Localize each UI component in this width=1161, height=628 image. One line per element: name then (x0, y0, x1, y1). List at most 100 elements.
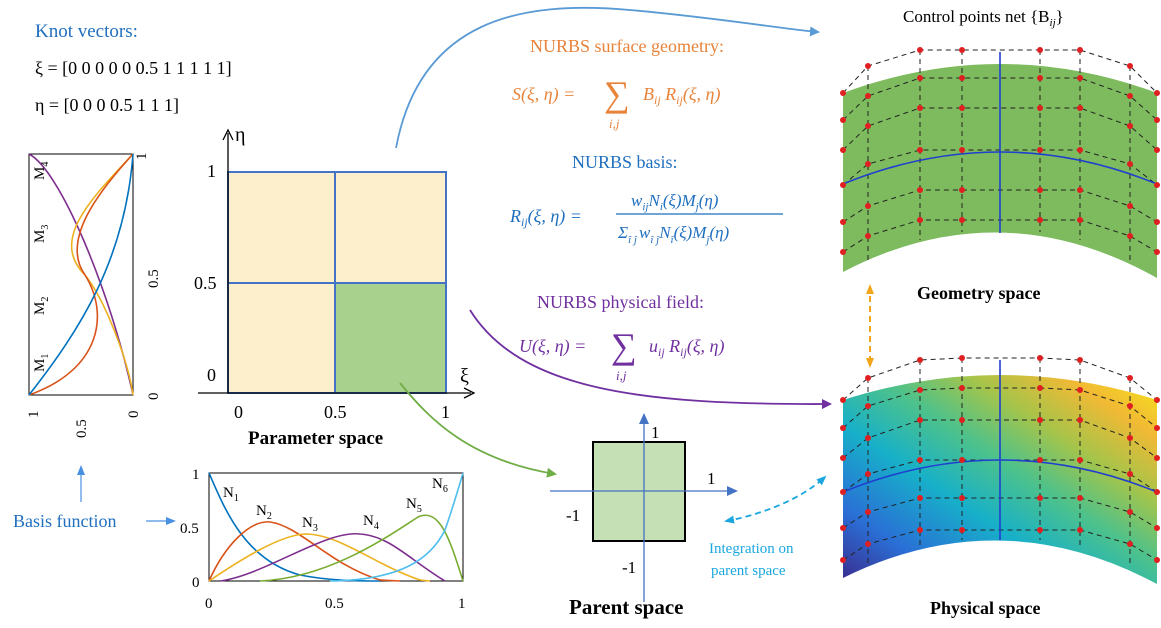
control-net-end: } (1056, 7, 1064, 26)
basis-den-m-sub: ĵ (704, 234, 710, 246)
h-y-tick-0: 0 (192, 575, 200, 591)
h-x-tick-05: 0.5 (325, 596, 344, 612)
parent-bottom-tick: -1 (622, 558, 636, 577)
svg-text:S(ξ, η) =: S(ξ, η) = (512, 84, 575, 105)
physical-r-sub: ij (680, 345, 687, 359)
v-right-tick-1: 1 (134, 153, 150, 161)
surface-r-sub: ij (676, 93, 683, 107)
n3-sub: 3 (313, 523, 318, 534)
svg-text:N4: N4 (363, 513, 379, 532)
physical-u: u (649, 336, 658, 356)
basis-den-w: w (639, 223, 651, 242)
m1-label: M (32, 359, 48, 372)
v-bottom-tick-05: 0.5 (74, 419, 90, 438)
basis-num-m: (ξ)M (663, 191, 697, 210)
v-bottom-tick-1: 1 (26, 411, 42, 419)
highlighted-element (335, 283, 446, 393)
geometry-space-shell (840, 47, 1160, 278)
svg-text:M4: M4 (32, 162, 51, 180)
v-right-tick-0: 0 (146, 393, 162, 401)
basis-title: NURBS basis: (572, 152, 678, 172)
v-bottom-tick-0: 0 (126, 411, 142, 419)
surface-b-sub: ij (654, 93, 661, 107)
basis-r-sub: ij (521, 215, 528, 229)
formula-surface: NURBS surface geometry: S(ξ, η) = ∑ i,j … (512, 36, 724, 131)
physical-lhs: U(ξ, η) = (519, 336, 586, 357)
svg-text:Bij Rij(ξ, η): Bij Rij(ξ, η) (643, 84, 720, 107)
parameter-space-label: Parameter space (248, 428, 383, 449)
physical-r: R (665, 336, 681, 356)
arrow-integration (724, 475, 827, 524)
svg-text:Control points net {Bij}: Control points net {Bij} (903, 7, 1064, 29)
control-net-sub: ij (1050, 17, 1056, 29)
knot-vectors-title: Knot vectors: (35, 21, 138, 42)
basis-den-m: (ξ)M (674, 223, 708, 242)
physical-args: (ξ, η) (687, 336, 725, 357)
m4-sub: 4 (40, 162, 51, 167)
surface-title: NURBS surface geometry: (530, 36, 724, 56)
ps-x-tick-1: 1 (441, 402, 450, 422)
integration-label-2: parent space (711, 563, 786, 579)
control-net-label: Control points net {B (903, 7, 1050, 26)
ps-y-tick-1: 1 (207, 161, 216, 181)
h-y-tick-05: 0.5 (180, 521, 199, 537)
physical-u-sub: ij (658, 345, 665, 359)
svg-text:U(ξ, η) =: U(ξ, η) = (519, 336, 586, 357)
n1-sub: 1 (234, 493, 239, 504)
n5-label: N (406, 496, 417, 512)
surface-lhs: S(ξ, η) = (512, 84, 575, 105)
xi-axis-label: ξ (460, 365, 469, 387)
h-y-tick-1: 1 (192, 467, 200, 483)
m2-label: M (32, 302, 48, 315)
svg-text:N6: N6 (432, 476, 448, 495)
n1-label: N (223, 485, 234, 501)
surface-sum-sub: i,j (609, 116, 620, 131)
vertical-basis-plot: M4 M3 M2 M1 1 0.5 0 1 0.5 0 (26, 153, 162, 439)
knot-vector-xi: ξ = [0 0 0 0 0 0.5 1 1 1 1 1] (35, 58, 232, 78)
surface-b: B (643, 84, 654, 104)
physical-title: NURBS physical field: (537, 292, 704, 312)
svg-text:M2: M2 (32, 297, 51, 315)
n4-sub: 4 (374, 521, 379, 532)
basis-num-end: (η) (699, 191, 719, 210)
basis-num-w-sub: ij (642, 201, 648, 213)
parent-space-label: Parent space (569, 595, 684, 619)
svg-text:N3: N3 (302, 515, 318, 534)
basis-num-n-sub: i (660, 201, 663, 213)
ps-x-tick-0: 0 (234, 402, 243, 422)
arrow-param-to-physical (469, 309, 832, 410)
svg-text:M1: M1 (32, 354, 51, 372)
ps-y-tick-0: 0 (207, 365, 216, 385)
basis-num-m-sub: j (694, 201, 699, 213)
horizontal-basis-plot: N1 N2 N3 N4 N5 N6 1 0.5 0 0 0.5 1 (180, 467, 466, 612)
n6-label: N (432, 476, 443, 492)
svg-text:N5: N5 (406, 496, 422, 515)
basis-den-sum: Σ (617, 223, 628, 242)
m4-label: M (32, 167, 48, 180)
svg-text:Rij(ξ, η) =: Rij(ξ, η) = (509, 206, 582, 229)
m3-sub: 3 (40, 225, 51, 230)
basis-num-n: N (647, 191, 661, 210)
svg-text:M3: M3 (32, 225, 51, 243)
knot-vector-eta: η = [0 0 0 0.5 1 1 1] (35, 95, 179, 115)
n5-sub: 5 (417, 504, 422, 515)
parent-left-tick: -1 (566, 506, 580, 525)
m2-sub: 2 (40, 297, 51, 302)
m3-label: M (32, 230, 48, 243)
n6-sub: 6 (443, 484, 448, 495)
svg-text:uij Rij(ξ, η): uij Rij(ξ, η) (649, 336, 724, 359)
parent-space: 1 1 -1 -1 Parent space (550, 413, 738, 619)
v-right-tick-05: 0.5 (146, 269, 162, 288)
ps-x-tick-05: 0.5 (324, 402, 347, 422)
basis-den-n: N (658, 223, 672, 242)
formula-physical: NURBS physical field: U(ξ, η) = ∑ i,j ui… (519, 292, 724, 383)
h-x-tick-0: 0 (205, 596, 213, 612)
surface-args: (ξ, η) (683, 84, 721, 105)
basis-den-sum-sub: î ĵ (628, 234, 638, 246)
arrow-param-to-parent (399, 382, 557, 478)
basis-function-label: Basis function (13, 511, 117, 531)
n4-label: N (363, 513, 374, 529)
arrow-param-to-geometry (395, 6, 820, 149)
svg-text:Σî ĵwî ĵNî(ξ)Mĵ(η): Σî ĵ wî ĵNî(ξ)Mĵ(η) (617, 223, 730, 246)
